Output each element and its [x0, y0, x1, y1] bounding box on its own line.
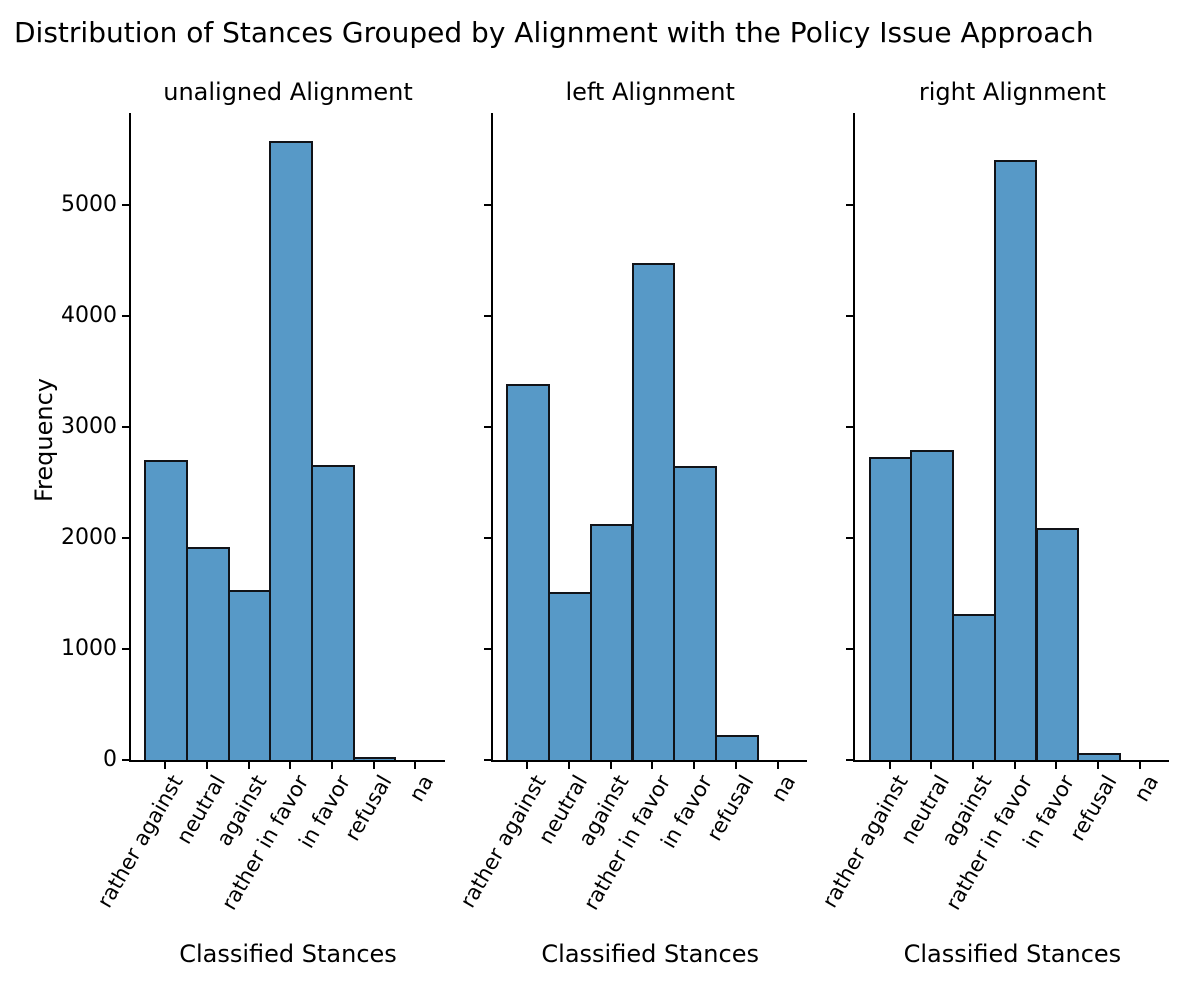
bar-left-rather-in-favor [631, 262, 676, 760]
bar-unaligned-rather-in-favor [269, 140, 314, 760]
subplot-title-right: right Alignment [918, 78, 1106, 106]
y-tick-mark [846, 647, 854, 650]
x-tick-mark [164, 762, 167, 769]
y-tick-mark [846, 314, 854, 317]
x-axis-label-left: Classified Stances [541, 940, 759, 968]
subplot-title-left: left Alignment [565, 78, 735, 106]
x-tick-mark [330, 762, 333, 769]
x-tick-mark [1138, 762, 1141, 769]
y-tick-label: 3000 [61, 413, 117, 439]
x-tick-mark [1013, 762, 1016, 769]
bar-unaligned-against [227, 590, 272, 760]
bar-right-in-favor [1035, 528, 1080, 760]
x-tick-label-rather-against: rather against [817, 771, 913, 912]
y-tick-mark [122, 759, 129, 761]
y-axis-label: Frequency [30, 378, 58, 502]
x-tick-label-rather-against: rather against [455, 771, 551, 912]
y-tick-mark [122, 425, 129, 428]
x-tick-mark [568, 762, 570, 769]
y-tick-mark [484, 647, 492, 650]
bar-right-rather-in-favor [993, 160, 1038, 760]
x-tick-label-na: na [404, 771, 439, 806]
bar-unaligned-rather-against [144, 460, 188, 760]
y-tick-label: 5000 [61, 191, 117, 217]
y-tick-mark [122, 647, 129, 650]
x-tick-mark [776, 762, 779, 769]
x-tick-label-rather-against: rather against [93, 771, 189, 912]
y-tick-mark [484, 203, 492, 206]
x-tick-mark [205, 762, 208, 769]
bar-unaligned-refusal [352, 757, 397, 760]
x-tick-mark [526, 762, 529, 769]
y-tick-mark [484, 759, 492, 761]
y-tick-mark [484, 314, 492, 317]
x-tick-label-na: na [1128, 771, 1163, 806]
plot-area-right [853, 113, 1170, 762]
bar-left-refusal [715, 735, 759, 760]
x-tick-mark [609, 762, 612, 769]
bar-unaligned-neutral [185, 546, 230, 760]
y-tick-mark [484, 425, 492, 428]
bar-left-against [589, 523, 634, 760]
bar-left-in-favor [673, 465, 717, 760]
x-tick-mark [372, 762, 375, 769]
x-tick-mark [1055, 762, 1058, 769]
y-tick-mark [122, 536, 129, 539]
y-tick-label: 0 [103, 747, 117, 772]
y-tick-mark [484, 536, 492, 539]
y-tick-mark [846, 536, 854, 539]
bar-unaligned-in-favor [311, 464, 355, 760]
x-tick-mark [734, 762, 737, 769]
x-tick-mark [247, 762, 250, 769]
plot-area-unaligned [129, 113, 445, 762]
x-axis-label-right: Classified Stances [903, 940, 1122, 968]
y-tick-label: 4000 [61, 302, 117, 328]
bar-right-against [952, 613, 996, 760]
y-tick-mark [846, 759, 854, 761]
x-tick-mark [1097, 762, 1100, 769]
y-tick-label: 1000 [61, 635, 117, 661]
y-tick-mark [846, 425, 854, 428]
y-tick-mark [846, 203, 854, 206]
x-tick-mark [930, 762, 933, 769]
x-tick-mark [289, 762, 292, 769]
y-tick-mark [122, 203, 129, 206]
x-tick-label-na: na [766, 771, 801, 806]
bar-right-neutral [910, 450, 954, 760]
bar-left-rather-against [506, 383, 551, 760]
y-tick-label: 2000 [61, 524, 117, 550]
x-tick-mark [971, 762, 974, 769]
x-axis-label-unaligned: Classified Stances [179, 940, 397, 968]
x-tick-mark [414, 762, 417, 769]
plot-area-left [491, 113, 808, 762]
figure-title: Distribution of Stances Grouped by Align… [14, 16, 1094, 49]
bar-right-rather-against [868, 456, 913, 760]
bar-right-refusal [1077, 753, 1121, 760]
x-tick-mark [693, 762, 696, 769]
x-tick-mark [651, 762, 654, 769]
bar-left-neutral [548, 591, 592, 760]
subplot-title-unaligned: unaligned Alignment [163, 78, 413, 106]
y-tick-mark [122, 314, 129, 317]
x-tick-mark [888, 762, 891, 769]
